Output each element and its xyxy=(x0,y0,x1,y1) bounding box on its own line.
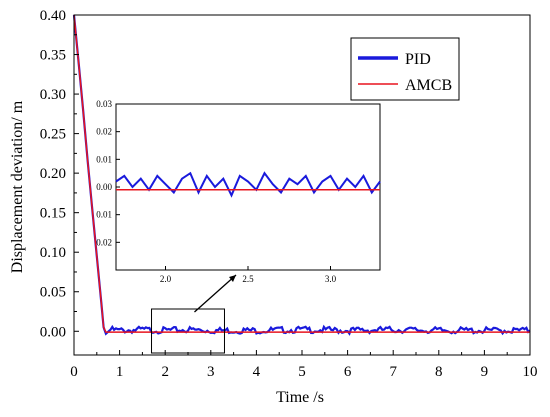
y-axis-title: Displacement deviation/ m xyxy=(9,100,26,273)
zoom-region-box xyxy=(151,308,225,354)
legend: PID AMCB xyxy=(350,37,460,101)
legend-label-pid: PID xyxy=(405,51,431,68)
y-tick-label: 0.15 xyxy=(40,206,66,222)
inset-y-tick-label: 0.03 xyxy=(96,99,112,109)
inset-x-tick-label: 3.0 xyxy=(325,274,337,284)
y-tick-label: 0.10 xyxy=(40,245,66,261)
x-tick-label: 0 xyxy=(70,364,78,380)
y-tick-label: 0.05 xyxy=(40,285,66,301)
zoom-arrow-head xyxy=(229,275,236,282)
x-tick-label: 7 xyxy=(389,364,397,380)
x-tick-label: 4 xyxy=(253,364,261,380)
y-tick-label: 0.30 xyxy=(40,87,66,103)
inset-y-tick-label: 0.02 xyxy=(96,127,112,137)
inset-chart: 2.0 2.5 3.0 0.03 0.02 0.01 0.00 0.01 0.02 xyxy=(96,99,381,284)
y-tick-label: 0.20 xyxy=(40,166,66,182)
zoom-arrow-line xyxy=(194,274,237,313)
x-tick-label: 1 xyxy=(116,364,124,380)
inset-x-tick-label: 2.0 xyxy=(160,274,172,284)
x-tick-label: 9 xyxy=(481,364,489,380)
x-tick-label: 3 xyxy=(207,364,215,380)
y-tick-label: 0.35 xyxy=(40,48,66,64)
x-axis-title: Time /s xyxy=(276,389,324,406)
y-tick-label: 0.25 xyxy=(40,127,66,143)
main-series-group xyxy=(72,14,531,336)
x-tick-label: 2 xyxy=(161,364,169,380)
x-tick-label: 6 xyxy=(344,364,352,380)
x-tick-label: 5 xyxy=(298,364,306,380)
inset-y-tick-label: 0.01 xyxy=(96,154,112,164)
x-tick-label: 8 xyxy=(435,364,443,380)
legend-label-amcb: AMCB xyxy=(405,77,452,94)
main-axes: 0 1 2 3 4 5 6 7 8 9 10 0.00 0.05 0.10 0.15 0.20 0.25 0.30… xyxy=(40,8,538,380)
inset-x-tick-label: 2.5 xyxy=(242,274,254,284)
y-tick-label: 0.40 xyxy=(40,8,66,24)
inset-y-tick-label: 0.02 xyxy=(96,237,112,247)
series-line-amcb xyxy=(73,14,530,333)
inset-y-tick-label: 0.01 xyxy=(96,210,112,220)
inset-y-tick-label: 0.00 xyxy=(96,182,112,192)
x-tick-label: 10 xyxy=(523,364,538,380)
legend-box xyxy=(350,37,460,101)
inset-series-line-pid xyxy=(115,171,381,198)
zoom-indicator xyxy=(151,274,237,354)
y-tick-label: 0.00 xyxy=(40,324,66,340)
